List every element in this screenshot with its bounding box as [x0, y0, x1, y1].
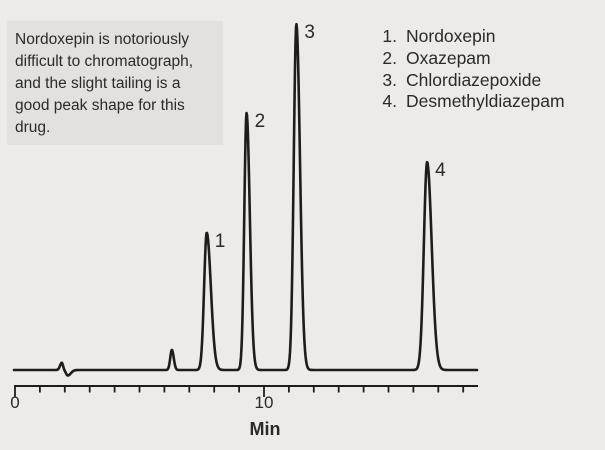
- legend-item-number: 1.: [382, 26, 397, 46]
- legend-item-number: 2.: [382, 47, 397, 68]
- legend-item: 4. Desmethyldiazepam: [377, 91, 565, 113]
- note-box: Nordoxepin is notoriously difficult to c…: [7, 21, 223, 145]
- legend-item: 3. Chlordiazepoxide: [377, 70, 565, 92]
- legend-item-name: Chlordiazepoxide: [406, 69, 542, 90]
- legend: 1. Nordoxepin 2. Oxazepam 3. Chlordiazepoxide…: [377, 26, 565, 113]
- x-axis-ticks: [14, 385, 465, 397]
- x-axis-tick-label: 0: [10, 393, 20, 412]
- x-axis-tick-label: 10: [254, 393, 274, 412]
- x-axis-title: Min: [249, 419, 281, 439]
- legend-item-name: Nordoxepin: [406, 26, 496, 46]
- peak-label-1: 1: [214, 230, 226, 252]
- peak-label-3: 3: [304, 22, 315, 43]
- legend-item: 2. Oxazepam: [377, 48, 565, 70]
- legend-item-number: 3.: [382, 69, 397, 90]
- legend-item: 1. Nordoxepin: [377, 26, 565, 48]
- peak-label-4: 4: [435, 160, 446, 182]
- peak-label-2: 2: [254, 110, 266, 132]
- legend-item-number: 4.: [382, 91, 397, 112]
- chromatogram-trace: [12, 22, 479, 377]
- legend-item-name: Oxazepam: [406, 47, 491, 68]
- legend-item-name: Desmethyldiazepam: [406, 91, 565, 112]
